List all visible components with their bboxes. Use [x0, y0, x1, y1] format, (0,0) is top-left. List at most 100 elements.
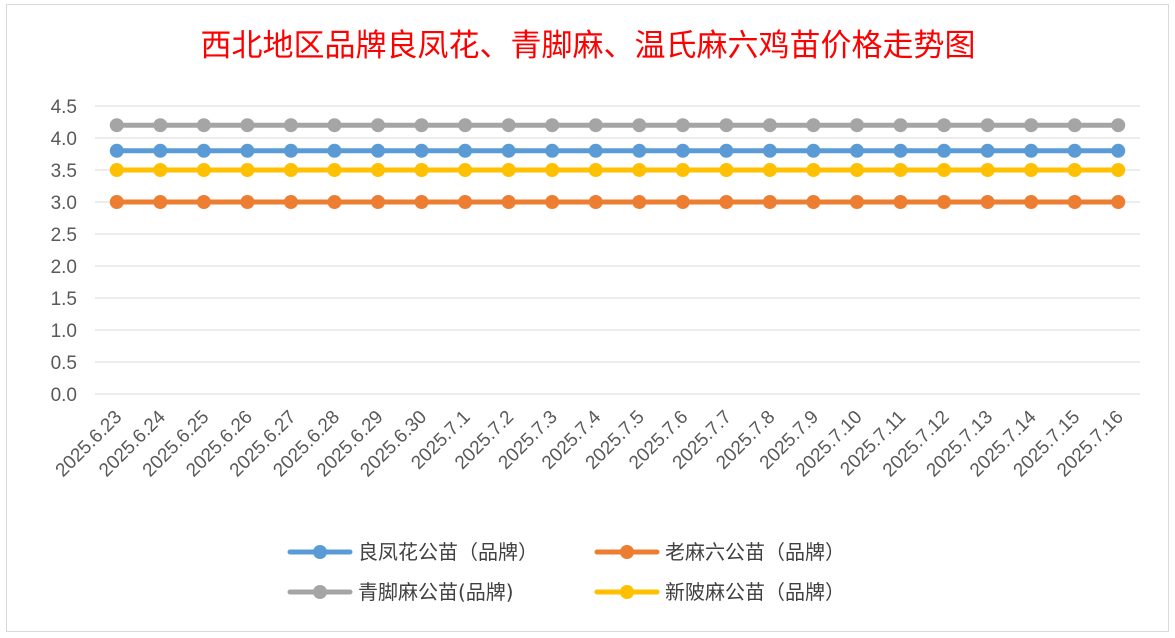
data-point — [501, 143, 516, 158]
data-point — [893, 195, 908, 209]
data-point — [414, 118, 429, 133]
y-tick-label: 1.0 — [51, 321, 77, 342]
data-point — [893, 118, 908, 133]
data-point — [371, 195, 386, 209]
data-point — [719, 143, 734, 158]
data-point — [458, 195, 473, 209]
data-point — [588, 143, 603, 158]
series-layer — [109, 118, 1126, 209]
data-point — [1067, 118, 1082, 133]
legend-swatch-marker — [620, 545, 634, 559]
data-point — [849, 163, 864, 177]
data-point — [327, 118, 342, 133]
data-point — [1111, 163, 1126, 177]
data-point — [980, 163, 995, 177]
data-point — [632, 163, 647, 177]
data-point — [806, 118, 821, 133]
data-point — [588, 195, 603, 209]
data-point — [719, 195, 734, 209]
series-4 — [109, 163, 1126, 177]
data-point — [806, 163, 821, 177]
legend-label: 良凤花公苗（品牌） — [358, 540, 538, 564]
data-point — [196, 143, 211, 158]
data-point — [371, 143, 386, 158]
legend-item: 青脚麻公苗(品牌) — [287, 580, 514, 604]
legend-item: 新陂麻公苗（品牌） — [594, 580, 845, 604]
data-point — [1067, 163, 1082, 177]
series-1 — [109, 143, 1126, 158]
data-point — [849, 118, 864, 133]
y-tick-label: 2.0 — [51, 257, 77, 278]
data-point — [283, 195, 298, 209]
data-point — [806, 143, 821, 158]
data-point — [196, 163, 211, 177]
data-point — [762, 163, 777, 177]
data-point — [1067, 143, 1082, 158]
data-point — [109, 163, 124, 177]
data-point — [762, 143, 777, 158]
y-tick-label: 1.5 — [51, 289, 77, 310]
data-point — [240, 143, 255, 158]
data-point — [196, 195, 211, 209]
data-point — [937, 195, 952, 209]
data-point — [719, 163, 734, 177]
data-point — [632, 195, 647, 209]
data-point — [501, 163, 516, 177]
legend-swatch-marker — [313, 585, 327, 599]
data-point — [414, 195, 429, 209]
data-point — [501, 118, 516, 133]
data-point — [458, 118, 473, 133]
y-tick-label: 3.5 — [51, 161, 77, 182]
data-point — [1111, 143, 1126, 158]
data-point — [1024, 143, 1039, 158]
data-point — [1111, 118, 1126, 133]
data-point — [545, 195, 560, 209]
data-point — [153, 143, 168, 158]
legend-label: 青脚麻公苗(品牌) — [358, 580, 514, 604]
data-point — [240, 195, 255, 209]
data-point — [501, 195, 516, 209]
data-point — [1024, 163, 1039, 177]
y-tick-label: 4.0 — [51, 129, 77, 150]
data-point — [675, 163, 690, 177]
data-point — [545, 163, 560, 177]
series-2 — [109, 195, 1126, 209]
chart-frame — [6, 4, 1169, 632]
data-point — [719, 118, 734, 133]
data-point — [153, 195, 168, 209]
data-point — [893, 143, 908, 158]
data-point — [937, 118, 952, 133]
data-point — [240, 118, 255, 133]
legend-label: 新陂麻公苗（品牌） — [665, 580, 845, 604]
data-point — [371, 118, 386, 133]
data-point — [762, 118, 777, 133]
legend-swatch-marker — [620, 585, 634, 599]
chart-title: 西北地区品牌良凤花、青脚麻、温氏麻六鸡苗价格走势图 — [201, 28, 976, 64]
y-tick-label: 2.5 — [51, 225, 77, 246]
x-axis-ticks: 2025.6.232025.6.242025.6.252025.6.262025… — [52, 406, 1128, 481]
legend-label: 老麻六公苗（品牌） — [665, 540, 845, 564]
data-point — [937, 163, 952, 177]
legend-item: 老麻六公苗（品牌） — [594, 540, 845, 564]
legend: 良凤花公苗（品牌） 老麻六公苗（品牌） 青脚麻公苗(品牌) 新陂麻公苗（品牌） — [287, 540, 845, 604]
data-point — [762, 195, 777, 209]
data-point — [980, 195, 995, 209]
data-point — [109, 118, 124, 133]
data-point — [371, 163, 386, 177]
data-point — [632, 143, 647, 158]
data-point — [980, 118, 995, 133]
y-tick-label: 0.5 — [51, 353, 77, 374]
data-point — [283, 163, 298, 177]
data-point — [414, 163, 429, 177]
data-point — [414, 143, 429, 158]
y-tick-label: 4.5 — [51, 97, 77, 118]
data-point — [545, 118, 560, 133]
y-axis-ticks: 0.0 0.5 1.0 1.5 2.0 2.5 3.0 3.5 4.0 4.5 — [51, 97, 77, 406]
data-point — [980, 143, 995, 158]
data-point — [675, 118, 690, 133]
data-point — [327, 163, 342, 177]
data-point — [632, 118, 647, 133]
legend-swatch-marker — [313, 545, 327, 559]
data-point — [109, 195, 124, 209]
data-point — [1067, 195, 1082, 209]
